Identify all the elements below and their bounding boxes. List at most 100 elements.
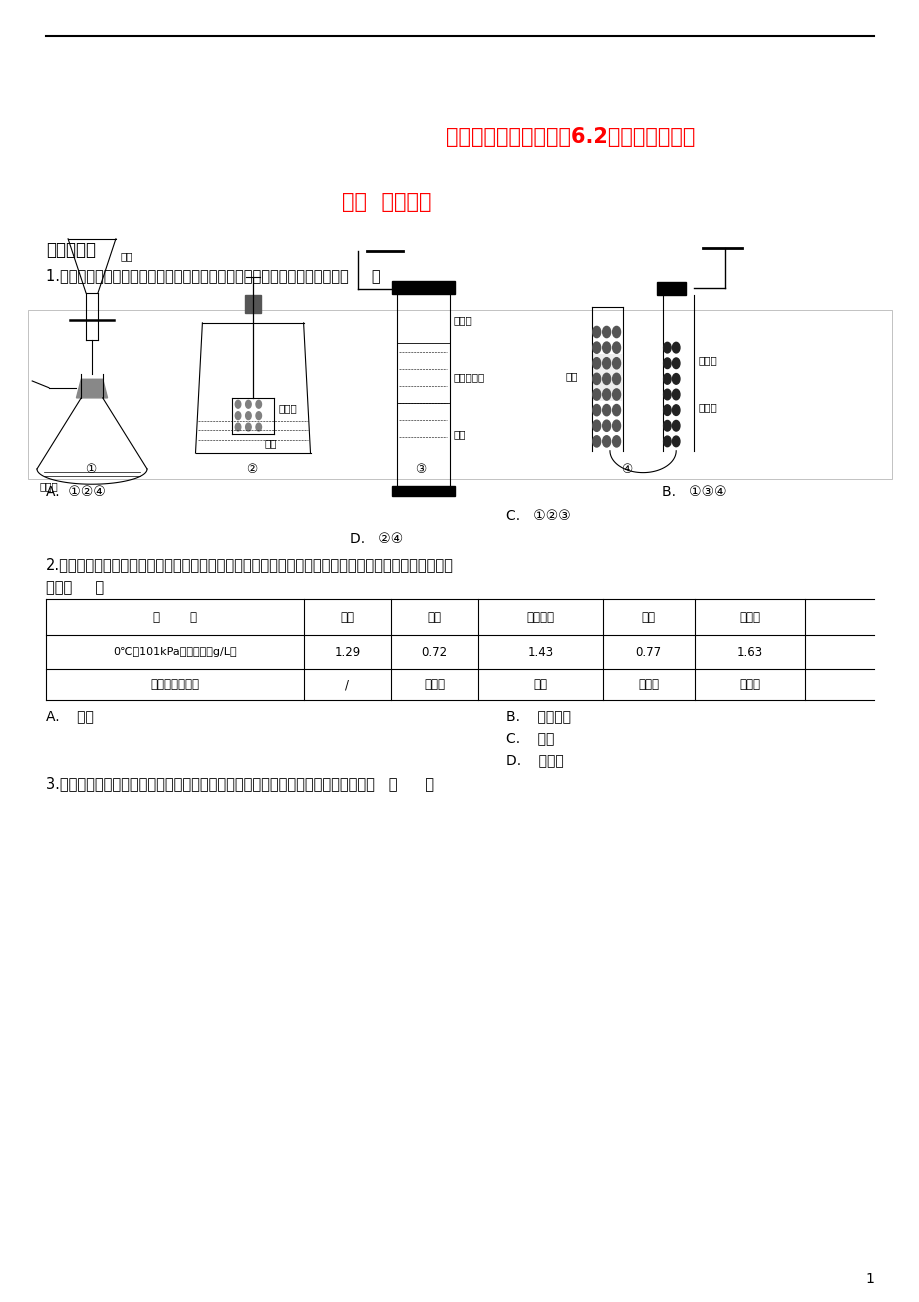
Text: 0.72: 0.72 bbox=[421, 646, 448, 659]
Circle shape bbox=[602, 374, 610, 384]
Polygon shape bbox=[76, 379, 108, 398]
Text: ①: ① bbox=[85, 462, 96, 475]
Text: 大理石: 大理石 bbox=[40, 482, 58, 491]
Text: 盐酸: 盐酸 bbox=[120, 251, 133, 262]
Text: 0℃、101kPa时的密度（g/L）: 0℃、101kPa时的密度（g/L） bbox=[113, 647, 236, 658]
Bar bbox=[657, 283, 686, 294]
Circle shape bbox=[255, 401, 261, 409]
Text: 极易溶: 极易溶 bbox=[739, 678, 759, 691]
Circle shape bbox=[663, 389, 670, 400]
Text: ③: ③ bbox=[414, 462, 425, 475]
Circle shape bbox=[612, 342, 620, 353]
Text: 大理石: 大理石 bbox=[278, 402, 297, 413]
Text: B.    二氧化硫: B. 二氧化硫 bbox=[505, 710, 571, 723]
Text: 1: 1 bbox=[864, 1272, 873, 1285]
Text: 氯化氢: 氯化氢 bbox=[739, 611, 759, 624]
Text: 大理石: 大理石 bbox=[698, 355, 716, 366]
Text: 极易溶: 极易溶 bbox=[638, 678, 658, 691]
Text: 盐酸: 盐酸 bbox=[453, 430, 466, 440]
Text: C.    氨气: C. 氨气 bbox=[505, 732, 554, 745]
Circle shape bbox=[245, 423, 251, 431]
Text: 项        目: 项 目 bbox=[153, 611, 197, 624]
Circle shape bbox=[245, 411, 251, 419]
Text: 极难溶: 极难溶 bbox=[424, 678, 445, 691]
Text: 人教版九年级上册化制6.2二氧化碳制取的: 人教版九年级上册化制6.2二氧化碳制取的 bbox=[445, 126, 695, 147]
Circle shape bbox=[602, 389, 610, 400]
Text: 的是（     ）: 的是（ ） bbox=[46, 579, 104, 595]
Text: 1.63: 1.63 bbox=[736, 646, 762, 659]
Circle shape bbox=[612, 327, 620, 337]
Text: 3.「二氧化碳的制取、收集和验满」。下图是他的主要实验步骤，其中操作有误的是   （      ）: 3.「二氧化碳的制取、收集和验满」。下图是他的主要实验步骤，其中操作有误的是 （… bbox=[46, 776, 434, 792]
Text: A.    甲烷: A. 甲烷 bbox=[46, 710, 94, 723]
Text: 1.43: 1.43 bbox=[527, 646, 553, 659]
Text: 氨气: 氨气 bbox=[641, 611, 655, 624]
Text: 甲烷: 甲烷 bbox=[427, 611, 441, 624]
Text: 盐酸: 盐酸 bbox=[265, 439, 277, 449]
Circle shape bbox=[592, 389, 600, 400]
Circle shape bbox=[602, 405, 610, 415]
Circle shape bbox=[602, 358, 610, 368]
Text: ④: ④ bbox=[620, 462, 631, 475]
Circle shape bbox=[592, 358, 600, 368]
Text: ②: ② bbox=[246, 462, 257, 475]
Text: 易溶: 易溶 bbox=[533, 678, 547, 691]
Text: 在水中的溶解性: 在水中的溶解性 bbox=[150, 678, 199, 691]
Circle shape bbox=[672, 389, 679, 400]
Circle shape bbox=[663, 405, 670, 415]
Text: 一、单选题: 一、单选题 bbox=[46, 241, 96, 259]
Text: C.   ①②③: C. ①②③ bbox=[505, 509, 570, 522]
Circle shape bbox=[663, 436, 670, 447]
Text: 1.下列四个装置都能制取二氧化碳，其中能随时控制反应的发生和停止的是（     ）: 1.下列四个装置都能制取二氧化碳，其中能随时控制反应的发生和停止的是（ ） bbox=[46, 268, 380, 284]
Circle shape bbox=[592, 342, 600, 353]
Circle shape bbox=[612, 436, 620, 447]
Bar bbox=[244, 296, 261, 314]
Circle shape bbox=[245, 401, 251, 409]
Circle shape bbox=[672, 436, 679, 447]
Text: B.   ①③④: B. ①③④ bbox=[662, 486, 726, 499]
Circle shape bbox=[612, 405, 620, 415]
Circle shape bbox=[602, 342, 610, 353]
Circle shape bbox=[612, 358, 620, 368]
Text: 盐酸: 盐酸 bbox=[565, 371, 578, 381]
Text: A.  ①②④: A. ①②④ bbox=[46, 486, 106, 499]
Circle shape bbox=[663, 421, 670, 431]
Circle shape bbox=[592, 421, 600, 431]
Circle shape bbox=[672, 358, 679, 368]
Circle shape bbox=[235, 411, 241, 419]
Circle shape bbox=[255, 423, 261, 431]
Circle shape bbox=[602, 421, 610, 431]
Text: 玻璃珠: 玻璃珠 bbox=[698, 402, 716, 413]
Bar bbox=[593, 354, 621, 401]
Circle shape bbox=[612, 374, 620, 384]
Bar bbox=[391, 486, 454, 496]
Circle shape bbox=[672, 405, 679, 415]
Circle shape bbox=[235, 423, 241, 431]
Text: 多孔塑料片: 多孔塑料片 bbox=[453, 372, 484, 383]
Circle shape bbox=[592, 405, 600, 415]
Bar bbox=[391, 281, 454, 294]
Circle shape bbox=[672, 374, 679, 384]
Circle shape bbox=[672, 421, 679, 431]
Circle shape bbox=[602, 436, 610, 447]
Circle shape bbox=[663, 358, 670, 368]
Bar bbox=[28, 310, 891, 479]
Text: /: / bbox=[345, 678, 349, 691]
Circle shape bbox=[592, 374, 600, 384]
Circle shape bbox=[663, 342, 670, 353]
Text: D.    氯化氢: D. 氯化氢 bbox=[505, 754, 563, 767]
Circle shape bbox=[602, 327, 610, 337]
Circle shape bbox=[612, 389, 620, 400]
Text: 空气: 空气 bbox=[340, 611, 354, 624]
Text: 研究  同步测试: 研究 同步测试 bbox=[341, 191, 431, 212]
Text: 二氧化硫: 二氧化硫 bbox=[526, 611, 554, 624]
Circle shape bbox=[663, 374, 670, 384]
Circle shape bbox=[592, 327, 600, 337]
Circle shape bbox=[612, 421, 620, 431]
Text: 2.根据下表中列出的几种常见的气体和空气的性质，可知其中既能用向下排空气法收集又能用排水法收集: 2.根据下表中列出的几种常见的气体和空气的性质，可知其中既能用向下排空气法收集又… bbox=[46, 557, 453, 573]
Text: 0.77: 0.77 bbox=[635, 646, 661, 659]
Text: D.   ②④: D. ②④ bbox=[349, 533, 403, 546]
Circle shape bbox=[672, 342, 679, 353]
Circle shape bbox=[592, 436, 600, 447]
Circle shape bbox=[235, 401, 241, 409]
Circle shape bbox=[255, 411, 261, 419]
